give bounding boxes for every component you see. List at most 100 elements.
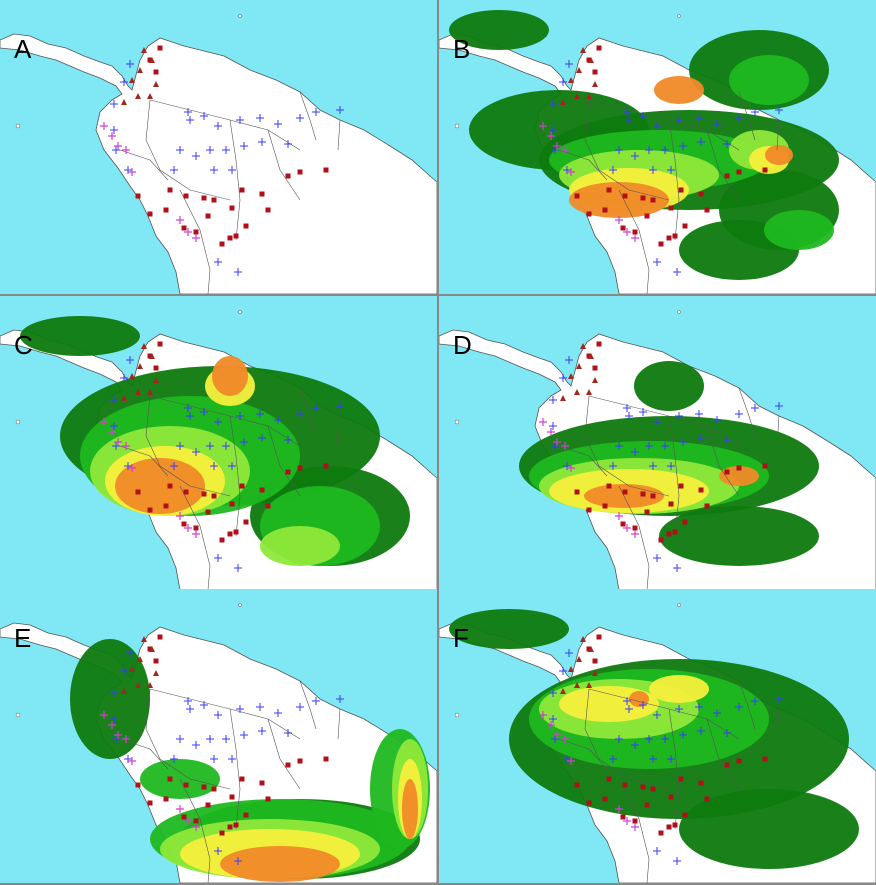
marker-cross-blue [284,729,292,737]
marker-triangle [149,57,155,63]
marker-cross-blue [645,442,653,450]
marker-cross-blue [675,116,683,124]
marker-square [658,830,664,836]
map-panel-c: C [0,296,437,590]
country-border [668,119,680,241]
marker-cross-magenta [567,464,575,472]
marker-cross-blue [697,138,705,146]
marker-triangle [580,636,586,642]
marker-cross-blue [565,60,573,68]
marker-cross-blue [126,60,134,68]
marker-square [704,503,710,509]
marker-cross-blue [120,667,128,675]
marker-cross-blue [673,268,681,276]
map-f-svg [439,589,876,883]
marker-cross-blue [110,422,118,430]
marker-triangle [153,670,159,676]
marker-cross-blue [775,402,783,410]
marker-cross-blue [625,705,633,713]
marker-square [201,195,207,201]
country-border [584,99,670,201]
marker-cross-blue [120,78,128,86]
marker-cross-blue [615,146,623,154]
marker-square [606,187,612,193]
island [238,310,242,314]
country-border [119,149,169,181]
marker-cross-blue [563,462,571,470]
marker-square [183,782,189,788]
marker-square [620,521,626,527]
country-border [558,445,608,477]
marker-square [153,69,159,75]
marker-cross-blue [551,735,559,743]
marker-cross-blue [176,146,184,154]
country-border [179,778,211,883]
marker-triangle [560,688,566,694]
country-border [299,680,317,730]
marker-triangle [586,682,592,688]
marker-cross-blue [697,434,705,442]
marker-cross-blue [112,442,120,450]
marker-cross-magenta [623,228,631,236]
marker-square [181,521,187,527]
map-d-svg [439,296,876,590]
marker-cross-blue [751,108,759,116]
marker-square [233,822,239,828]
marker-square [668,205,674,211]
marker-cross-blue [645,146,653,154]
marker-square [181,225,187,231]
marker-cross-blue [713,416,721,424]
marker-cross-magenta [128,464,136,472]
marker-cross-blue [631,448,639,456]
marker-cross-blue [675,705,683,713]
marker-cross-magenta [122,146,130,154]
marker-cross-blue [110,100,118,108]
marker-square [586,353,592,359]
country-border [299,387,317,437]
marker-square [762,167,768,173]
marker-cross-blue [234,857,242,865]
marker-cross-blue [192,448,200,456]
range-orange [402,779,418,839]
marker-square [622,489,628,495]
marker-square [586,646,592,652]
marker-cross-blue [110,396,118,404]
country-border [584,688,670,790]
marker-square [205,213,211,219]
marker-square [167,483,173,489]
marker-cross-magenta [567,168,575,176]
marker-square [219,830,225,836]
marker-triangle [586,389,592,395]
marker-cross-blue [679,142,687,150]
marker-cross-magenta [100,711,108,719]
marker-cross-blue [639,408,647,416]
marker-square [229,501,235,507]
marker-cross-blue [210,462,218,470]
marker-square [698,487,704,493]
marker-triangle [147,389,153,395]
marker-square [622,193,628,199]
marker-triangle [121,99,127,105]
marker-cross-magenta [108,132,116,140]
marker-cross-magenta [128,757,136,765]
range-orange [115,458,205,514]
marker-triangle [147,682,153,688]
marker-cross-blue [336,106,344,114]
country-border [738,91,756,141]
marker-cross-blue [695,410,703,418]
marker-square [219,241,225,247]
marker-triangle [147,93,153,99]
marker-cross-blue [236,116,244,124]
marker-square [229,205,235,211]
marker-cross-blue [206,442,214,450]
marker-cross-blue [284,436,292,444]
marker-square [157,634,163,640]
marker-cross-blue [214,711,222,719]
marker-square [640,491,646,497]
marker-cross-magenta [114,438,122,446]
marker-cross-magenta [192,530,200,538]
marker-cross-blue [336,695,344,703]
range-darkgreen [70,639,150,759]
marker-cross-blue [653,711,661,719]
marker-cross-blue [222,146,230,154]
